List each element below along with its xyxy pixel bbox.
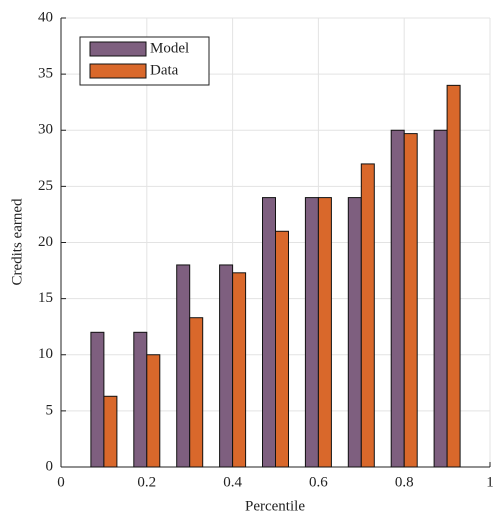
legend-swatch	[89, 63, 147, 79]
bar	[176, 264, 191, 468]
y-tick-label: 0	[46, 458, 54, 474]
y-axis-label: Credits earned	[9, 198, 25, 286]
bar	[275, 230, 289, 468]
legend-label: Model	[150, 40, 189, 56]
x-tick-label: 0.8	[395, 474, 414, 490]
x-tick-label: 1	[486, 474, 494, 490]
bar	[90, 331, 105, 468]
legend-swatch	[89, 41, 147, 57]
y-tick-label: 15	[38, 290, 53, 306]
bar	[317, 197, 332, 468]
bar	[304, 197, 319, 468]
bar	[390, 129, 405, 468]
bar	[103, 395, 118, 468]
bar	[189, 317, 204, 468]
y-tick-label: 20	[38, 234, 53, 250]
bar	[433, 129, 448, 468]
x-tick-label: 0.2	[137, 474, 156, 490]
y-tick-label: 35	[38, 66, 53, 82]
y-tick-label: 40	[38, 9, 53, 25]
bar	[133, 331, 148, 468]
x-tick-label: 0.6	[309, 474, 328, 490]
bar	[446, 84, 461, 468]
bar	[146, 354, 161, 468]
x-tick-label: 0.4	[223, 474, 242, 490]
bar	[219, 264, 234, 468]
bar	[403, 133, 418, 468]
y-tick-label: 10	[38, 346, 53, 362]
y-tick-label: 5	[46, 402, 54, 418]
y-tick-label: 30	[38, 122, 53, 138]
bar	[262, 197, 276, 468]
legend-label: Data	[150, 62, 179, 78]
y-tick-label: 25	[38, 178, 53, 194]
bar	[360, 163, 375, 468]
x-tick-label: 0	[57, 474, 65, 490]
x-axis-label: Percentile	[245, 498, 305, 514]
bar	[347, 197, 362, 468]
bar	[232, 272, 247, 468]
